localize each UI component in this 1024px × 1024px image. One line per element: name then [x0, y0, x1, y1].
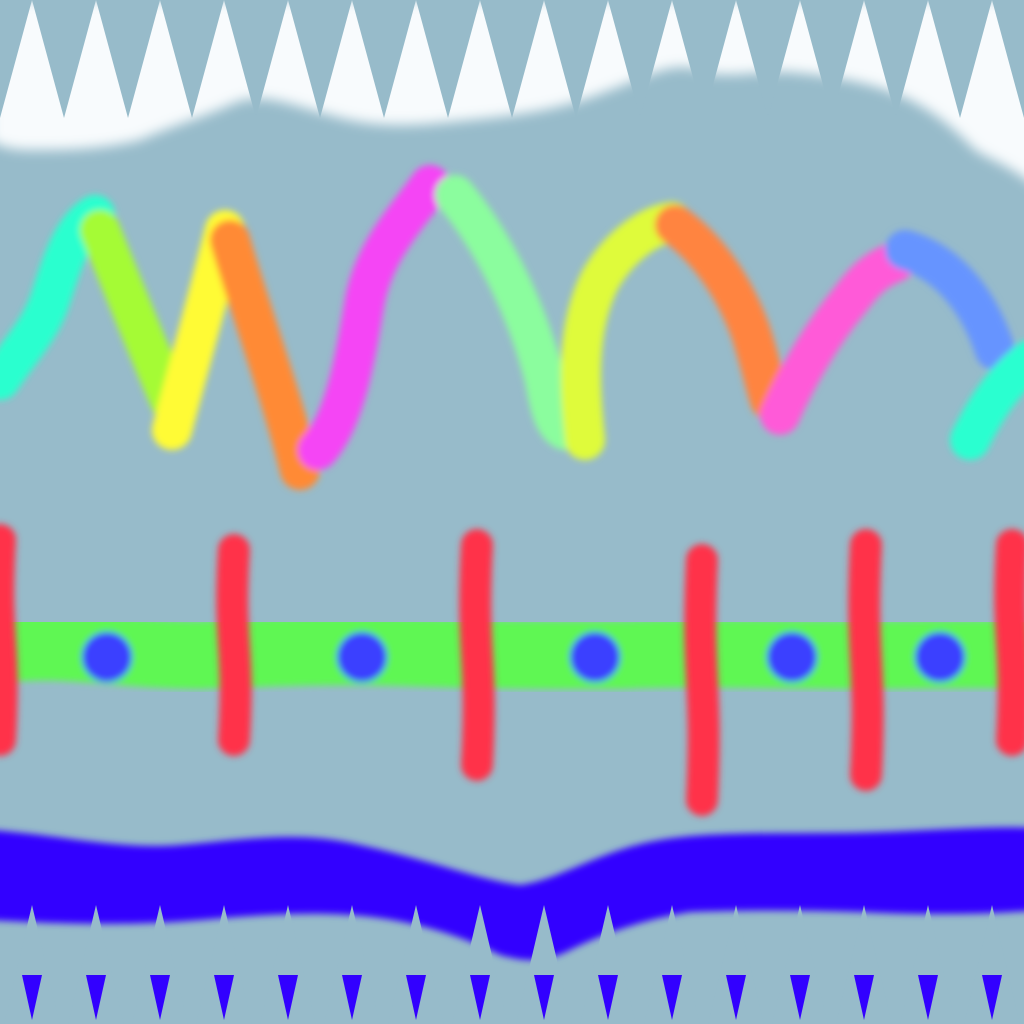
bottom-spike: [68, 905, 124, 1024]
rainbow-zigzag: [0, 165, 1024, 490]
bottom-blue-spike: [726, 975, 746, 1020]
bottom-spike: [708, 905, 764, 1024]
bottom-spike: [644, 905, 700, 1024]
zigzag-segment: [950, 341, 1024, 460]
red-mark: [216, 534, 252, 756]
top-spike-gap: [800, 0, 864, 118]
bottom-spike: [260, 905, 316, 1024]
band-dot: [767, 632, 817, 682]
top-snow-band: [0, 0, 1024, 178]
red-mark: [848, 529, 884, 791]
zigzag-segment: [760, 242, 915, 435]
top-spike-gap: [480, 0, 544, 118]
bottom-blue-spike: [790, 975, 810, 1020]
bottom-spike: [324, 905, 380, 1024]
bottom-blue-spike: [342, 975, 362, 1020]
bottom-blue-spikes: [22, 975, 1002, 1020]
top-spike-gap: [96, 0, 160, 118]
bottom-blue-spike: [406, 975, 426, 1020]
bottom-blue-spike: [918, 975, 938, 1020]
top-spike-gap: [0, 0, 32, 118]
top-spike-gap: [288, 0, 352, 118]
bottom-spike: [900, 905, 956, 1024]
red-mark: [994, 529, 1024, 756]
bottom-spike: [580, 905, 636, 1024]
top-spike-gap: [32, 0, 96, 118]
bottom-spike: [196, 905, 252, 1024]
top-spike-gap: [864, 0, 928, 118]
zigzag-segment: [80, 210, 190, 420]
top-spike-gap: [160, 0, 224, 118]
bottom-blue-spike: [86, 975, 106, 1020]
bottom-spike: [452, 905, 508, 1024]
zigzag-segment: [435, 175, 585, 450]
zigzag-segment: [298, 165, 450, 470]
bottom-blue-spike: [22, 975, 42, 1020]
zigzag-segment: [210, 220, 320, 490]
blue-river: [0, 827, 1024, 960]
band-dot: [82, 632, 132, 682]
bottom-spike: [132, 905, 188, 1024]
red-mark: [684, 544, 720, 816]
bottom-spike: [516, 905, 572, 1024]
band-dot: [915, 632, 965, 682]
top-spike-gap: [992, 0, 1024, 118]
bottom-blue-spike: [662, 975, 682, 1020]
bottom-spike: [388, 905, 444, 1024]
bottom-blue-spike: [214, 975, 234, 1020]
bottom-spike: [772, 905, 828, 1024]
zigzag-segment: [0, 195, 115, 400]
top-spike-gap: [416, 0, 480, 118]
red-mark: [459, 529, 495, 781]
top-spike-gap: [352, 0, 416, 118]
top-spike-gap: [224, 0, 288, 118]
top-spike-gap: [544, 0, 608, 118]
bottom-blue-spike: [278, 975, 298, 1020]
bottom-blue-spike: [598, 975, 618, 1020]
green-band-dots: [82, 632, 965, 682]
bottom-spike: [836, 905, 892, 1024]
band-dot: [570, 632, 620, 682]
zigzag-segment: [560, 202, 692, 460]
top-spike-gap: [928, 0, 992, 118]
top-spike-gap: [608, 0, 672, 118]
bottom-blue-spike: [150, 975, 170, 1020]
bottom-blue-spike: [982, 975, 1002, 1020]
red-mark: [0, 524, 18, 756]
top-spike-gap: [736, 0, 800, 118]
zigzag-segment: [885, 230, 1015, 370]
red-vertical-marks: [0, 524, 1024, 816]
zigzag-segment: [655, 205, 790, 420]
band-dot: [337, 632, 387, 682]
blue-river-body: [0, 827, 1024, 960]
bottom-spike: [964, 905, 1020, 1024]
bottom-spikes: [4, 905, 1020, 1024]
top-spikes: [0, 0, 1024, 118]
top-spike-gap: [672, 0, 736, 118]
bottom-spike: [4, 905, 60, 1024]
bottom-blue-spike: [534, 975, 554, 1020]
bottom-blue-spike: [854, 975, 874, 1020]
bottom-blue-spike: [470, 975, 490, 1020]
